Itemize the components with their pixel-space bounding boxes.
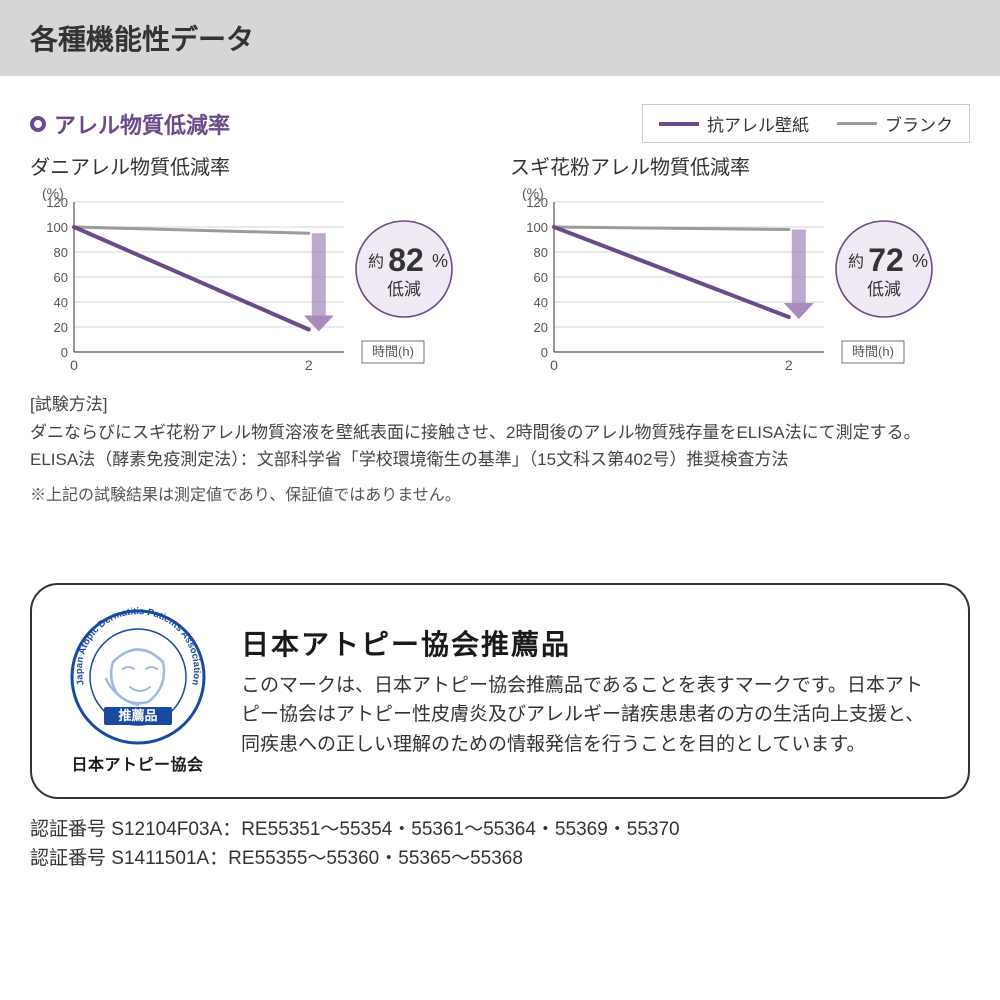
svg-text:20: 20	[54, 320, 68, 335]
svg-text:0: 0	[61, 345, 68, 360]
certificate-org-name: 日本アトピー協会	[71, 751, 203, 775]
svg-text:0: 0	[70, 357, 78, 373]
svg-text:80: 80	[534, 245, 548, 260]
chart-svg-0: (%)02040608010012002時間(h)約82%低減	[30, 182, 490, 382]
svg-text:0: 0	[550, 357, 558, 373]
svg-text:2: 2	[785, 357, 793, 373]
certificate-logo: Japan Atopic Dermatitis Patients Associa…	[60, 607, 215, 775]
test-method: [試験方法] ダニならびにスギ花粉アレル物質溶液を壁紙表面に接触させ、2時間後の…	[30, 392, 970, 473]
svg-text:約: 約	[368, 253, 384, 271]
cert-number-2: 認証番号 S1411501A：RE55355～55360・55365～55368	[30, 844, 970, 873]
svg-text:推薦品: 推薦品	[118, 708, 157, 723]
certificate-box: Japan Atopic Dermatitis Patients Associa…	[30, 583, 970, 799]
svg-text:80: 80	[54, 245, 68, 260]
svg-text:2: 2	[305, 357, 313, 373]
svg-text:72: 72	[868, 242, 904, 278]
legend-label-treated: 抗アレル壁紙	[707, 111, 809, 136]
charts-row: ダニアレル物質低減率 (%)02040608010012002時間(h)約82%…	[30, 151, 970, 382]
svg-text:0: 0	[541, 345, 548, 360]
certificate-numbers: 認証番号 S12104F03A：RE55351～55354・55361～5536…	[30, 815, 970, 874]
svg-text:時間(h): 時間(h)	[372, 344, 414, 359]
svg-text:82: 82	[388, 242, 424, 278]
svg-text:40: 40	[534, 295, 548, 310]
note: ※上記の試験結果は測定値であり、保証値ではありません。	[30, 481, 970, 505]
svg-text:低減: 低減	[867, 280, 901, 299]
chart-panel-0: ダニアレル物質低減率 (%)02040608010012002時間(h)約82%…	[30, 151, 490, 382]
page-header: 各種機能性データ	[0, 0, 1000, 76]
section-title-text: アレル物質低減率	[54, 108, 230, 140]
svg-text:%: %	[432, 251, 448, 271]
chart-title-0: ダニアレル物質低減率	[30, 151, 490, 180]
legend-item-blank: ブランク	[837, 111, 953, 136]
cert-number-1: 認証番号 S12104F03A：RE55351～55354・55361～5536…	[30, 815, 970, 844]
svg-text:40: 40	[54, 295, 68, 310]
legend-line-treated	[659, 122, 699, 126]
test-method-body1: ダニならびにスギ花粉アレル物質溶液を壁紙表面に接触させ、2時間後のアレル物質残存…	[30, 420, 970, 446]
svg-text:120: 120	[526, 195, 548, 210]
svg-text:100: 100	[526, 220, 548, 235]
section-title: アレル物質低減率	[30, 108, 230, 140]
certificate-title: 日本アトピー協会推薦品	[241, 623, 940, 663]
svg-text:約: 約	[848, 253, 864, 271]
svg-text:%: %	[912, 251, 928, 271]
svg-text:低減: 低減	[387, 280, 421, 299]
chart-panel-1: スギ花粉アレル物質低減率 (%)02040608010012002時間(h)約7…	[510, 151, 970, 382]
chart-svg-1: (%)02040608010012002時間(h)約72%低減	[510, 182, 970, 382]
section-header-row: アレル物質低減率 抗アレル壁紙 ブランク	[30, 104, 970, 143]
legend-label-blank: ブランク	[885, 111, 953, 136]
svg-text:120: 120	[46, 195, 68, 210]
certificate-body: このマークは、日本アトピー協会推薦品であることを表すマークです。日本アトピー協会…	[241, 671, 940, 759]
atopy-logo-icon: Japan Atopic Dermatitis Patients Associa…	[68, 607, 208, 747]
main-content: アレル物質低減率 抗アレル壁紙 ブランク ダニアレル物質低減率 (%)02040…	[0, 76, 1000, 523]
svg-text:20: 20	[534, 320, 548, 335]
page-title: 各種機能性データ	[30, 24, 254, 55]
bullet-icon	[30, 116, 46, 132]
test-method-heading: [試験方法]	[30, 392, 970, 418]
svg-text:100: 100	[46, 220, 68, 235]
svg-text:60: 60	[534, 270, 548, 285]
chart-legend: 抗アレル壁紙 ブランク	[642, 104, 970, 143]
legend-item-treated: 抗アレル壁紙	[659, 111, 809, 136]
chart-title-1: スギ花粉アレル物質低減率	[510, 151, 970, 180]
test-method-body2: ELISA法（酵素免疫測定法）：文部科学省「学校環境衛生の基準」（15文科ス第4…	[30, 447, 970, 473]
svg-text:時間(h): 時間(h)	[852, 344, 894, 359]
certificate-text: 日本アトピー協会推薦品 このマークは、日本アトピー協会推薦品であることを表すマー…	[241, 623, 940, 759]
legend-line-blank	[837, 122, 877, 125]
svg-text:60: 60	[54, 270, 68, 285]
